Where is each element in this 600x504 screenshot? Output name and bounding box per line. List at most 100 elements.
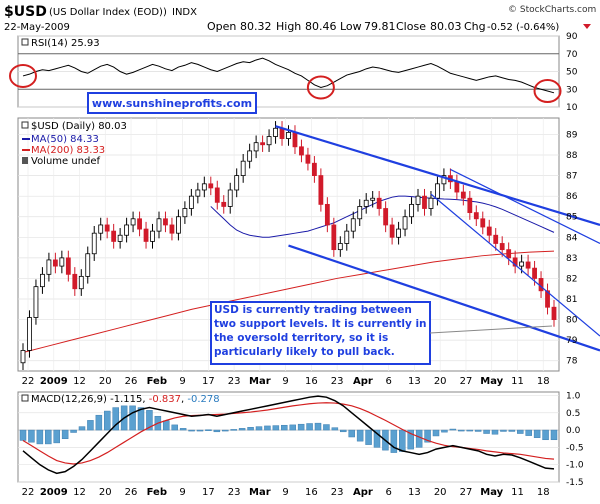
candle-body: [287, 132, 291, 138]
site-badge[interactable]: www.sunshineprofits.com: [88, 93, 256, 113]
rsi-tick-label: 70: [566, 50, 578, 60]
open-value: 80.32: [240, 20, 272, 33]
rsi-tick-label: 50: [566, 68, 578, 78]
macd-histogram-bar: [416, 430, 422, 447]
macd-value: -1.115: [110, 394, 142, 405]
signal-value: -0.837: [149, 394, 181, 405]
macd-x-tick-label: 27: [460, 487, 473, 498]
macd-histogram-bar: [340, 430, 346, 432]
price-x-tick-label: 16: [305, 376, 318, 387]
macd-histogram-bar: [205, 430, 211, 431]
candle-body: [228, 190, 232, 206]
price-x-tick-label: 6: [385, 376, 391, 387]
candle-body: [345, 231, 349, 243]
price-x-tick-label: 23: [228, 376, 241, 387]
macd-tick-label: -1.0: [566, 461, 584, 471]
macd-histogram-bar: [189, 430, 195, 431]
candle-body: [222, 202, 226, 206]
macd-histogram-bar: [391, 430, 397, 453]
watermark-text: © StockCharts.com: [508, 5, 596, 15]
price-tick-label: 85: [566, 213, 577, 223]
analysis-note-text: USD is currently trading between two sup…: [214, 303, 428, 359]
macd-histogram-bar: [534, 430, 540, 438]
macd-x-tick-label: 2009: [40, 487, 68, 498]
macd-histogram-bar: [62, 430, 68, 439]
macd-histogram-bar: [366, 430, 372, 445]
macd-histogram-bar: [399, 430, 405, 451]
macd-histogram-bar: [172, 425, 178, 430]
price-x-tick-label: 20: [434, 376, 447, 387]
candle-body: [40, 274, 44, 286]
date-label: 22-May-2009: [4, 22, 70, 33]
macd-x-tick-label: 17: [202, 487, 215, 498]
macd-histogram-bar: [54, 430, 60, 443]
price-x-tick-label: Mar: [249, 376, 271, 387]
price-tick-label: 84: [566, 233, 578, 243]
candle-body: [125, 225, 129, 235]
macd-x-tick-label: 6: [385, 487, 391, 498]
macd-histogram-bar: [231, 429, 237, 430]
candle-body: [138, 219, 142, 229]
chg-label: Chg: [464, 20, 486, 33]
candle-body: [306, 155, 310, 163]
candle-body: [163, 219, 167, 225]
macd-histogram-bar: [180, 428, 186, 430]
candle-body: [202, 184, 206, 190]
chart-header: $USD (US Dollar Index (EOD)) INDX © Stoc…: [4, 4, 596, 33]
candle-body: [403, 217, 407, 229]
candle-body: [73, 274, 77, 288]
price-x-tick-label: 9: [179, 376, 185, 387]
candle-body: [429, 198, 433, 208]
candle-body: [196, 190, 200, 196]
price-tick-label: 83: [566, 254, 577, 264]
candle-body: [416, 196, 420, 204]
candle-body: [215, 188, 219, 202]
price-x-tick-label: 22: [22, 376, 35, 387]
macd-histogram-bar: [71, 430, 77, 432]
close-label: Close: [396, 20, 426, 33]
price-tick-label: 87: [566, 172, 577, 182]
ma50-legend: MA(50) 84.33: [31, 134, 99, 145]
candle-body: [79, 276, 83, 288]
macd-histogram-bar: [130, 406, 136, 430]
price-tick-label: 80: [566, 316, 578, 326]
close-value: 80.03: [430, 20, 462, 33]
price-x-tick-label: Apr: [353, 376, 373, 387]
candle-body: [261, 143, 265, 145]
rsi-title-text: RSI(14) 25.93: [31, 38, 100, 49]
macd-histogram-bar: [28, 430, 34, 442]
macd-x-tick-label: Feb: [147, 487, 167, 498]
price-x-tick-label: 2009: [40, 376, 68, 387]
price-tick-label: 78: [566, 357, 578, 367]
down-arrow-icon: [583, 24, 591, 29]
price-tick-label: 89: [566, 130, 578, 140]
candle-body: [299, 147, 303, 155]
candle-body: [533, 268, 537, 278]
exchange-label: INDX: [172, 7, 197, 18]
macd-x-tick-label: 23: [228, 487, 241, 498]
macd-histogram-bar: [543, 430, 549, 440]
candle-body: [461, 192, 465, 198]
candle-body: [319, 176, 323, 205]
candle-body: [21, 350, 25, 362]
macd-histogram-bar: [163, 421, 169, 430]
macd-title-text: MACD(12,26,9) -1.115, -0.837, -0.278: [31, 394, 220, 405]
macd-title: MACD(12,26,9) -1.115, -0.837, -0.278: [22, 394, 220, 405]
price-tick-label: 81: [566, 295, 577, 305]
symbol-label: $USD: [4, 4, 47, 20]
macd-x-tick-label: 9: [282, 487, 288, 498]
candle-body: [358, 206, 362, 218]
site-link[interactable]: www.sunshineprofits.com: [92, 97, 252, 110]
candle-body: [494, 235, 498, 243]
price-tick-label: 86: [566, 192, 578, 202]
candle-body: [254, 143, 258, 151]
volume-legend: Volume undef: [31, 156, 101, 167]
candle-body: [293, 132, 297, 146]
candle-body: [468, 198, 472, 212]
candle-body: [455, 182, 459, 192]
rsi-tick-label: 30: [566, 85, 578, 95]
candle-body: [66, 258, 70, 274]
